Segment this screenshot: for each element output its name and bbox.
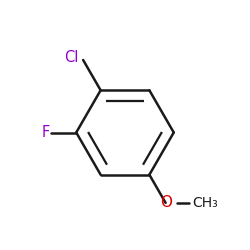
Text: F: F	[42, 125, 50, 140]
Text: CH₃: CH₃	[192, 196, 218, 210]
Text: Cl: Cl	[64, 50, 78, 65]
Text: O: O	[160, 195, 172, 210]
